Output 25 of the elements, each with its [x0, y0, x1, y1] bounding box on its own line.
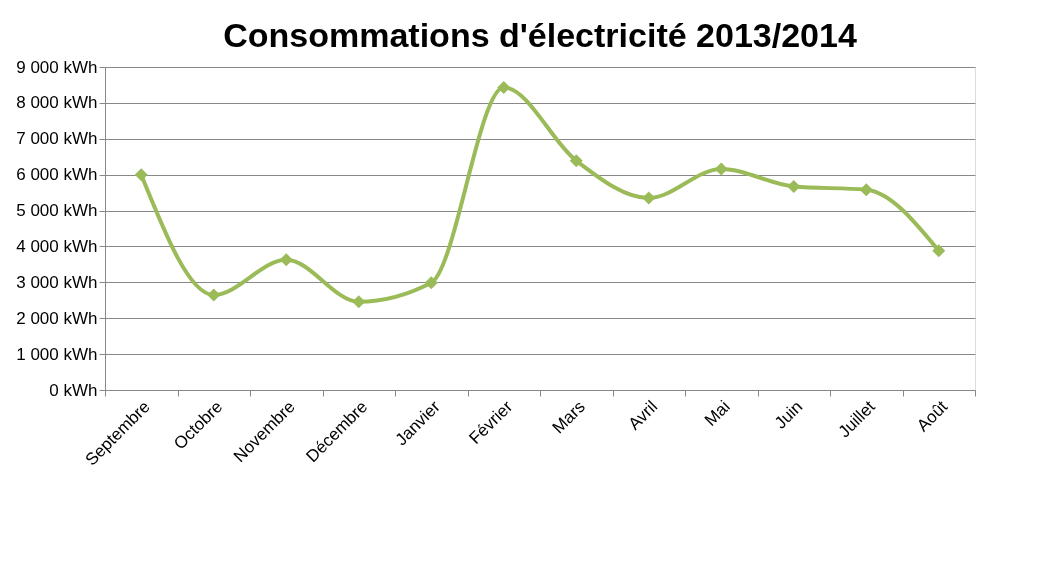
- point: [569, 154, 583, 168]
- y-tick-label: 0 kWh: [49, 380, 98, 400]
- point: [279, 253, 293, 267]
- point: [424, 276, 438, 290]
- point: [932, 244, 946, 258]
- y-tick-label: 8 000 kWh: [16, 93, 98, 113]
- point: [134, 168, 148, 182]
- point: [714, 162, 728, 176]
- point: [207, 288, 221, 302]
- y-tick-label: 5 000 kWh: [16, 201, 98, 221]
- chart-title: Consommations d'électricité 2013/2014: [223, 16, 857, 54]
- y-tick-label: 2 000 kWh: [16, 308, 98, 328]
- x-tick-label: Juin: [770, 397, 807, 433]
- point: [642, 191, 656, 205]
- x-tick-label: Mai: [700, 397, 734, 430]
- y-tick-label: 3 000 kWh: [16, 272, 98, 292]
- point: [352, 295, 366, 309]
- point: [497, 80, 511, 94]
- y-tick-label: 4 000 kWh: [16, 236, 98, 256]
- y-tick-label: 7 000 kWh: [16, 129, 98, 149]
- y-tick-label: 6 000 kWh: [16, 165, 98, 185]
- y-tick-label: 9 000 kWh: [16, 57, 98, 77]
- point: [859, 183, 873, 197]
- point: [787, 179, 801, 194]
- y-tick-label: 1 000 kWh: [16, 344, 98, 364]
